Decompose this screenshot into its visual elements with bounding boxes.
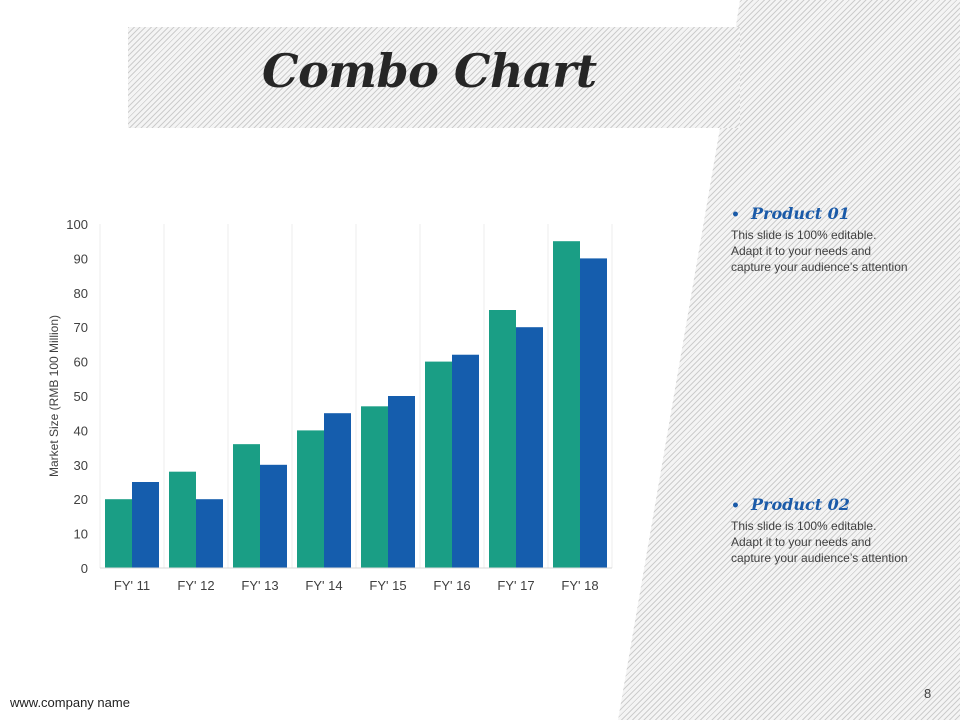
- legend-heading-product-02: • Product 02: [731, 495, 951, 514]
- legend-desc-line: Adapt it to your needs and: [731, 244, 872, 258]
- y-tick-label: 30: [74, 458, 88, 473]
- legend-product-01-description: This slide is 100% editable. Adapt it to…: [731, 227, 951, 275]
- y-tick-label: 80: [74, 286, 88, 301]
- bar-series-1: [105, 499, 132, 568]
- x-tick-label: FY' 12: [177, 578, 214, 593]
- y-axis-title: Market Size (RMB 100 Million): [47, 315, 61, 477]
- y-tick-label: 90: [74, 251, 88, 266]
- legend-product-02-name: Product 02: [751, 495, 850, 514]
- bar-series-2: [260, 464, 287, 568]
- bar-series-2: [196, 499, 223, 568]
- bar-series-2: [516, 327, 543, 568]
- y-tick-label: 60: [74, 355, 88, 370]
- legend-desc-line: Adapt it to your needs and: [731, 535, 872, 549]
- legend-desc-line: capture your audience’s attention: [731, 551, 908, 565]
- legend-product-01: • Product 01 This slide is 100% editable.…: [731, 204, 951, 275]
- legend-product-02-description: This slide is 100% editable. Adapt it to…: [731, 518, 951, 566]
- bar-series-1: [361, 406, 388, 568]
- legend-desc-line: This slide is 100% editable.: [731, 228, 877, 242]
- bar-series-1: [233, 444, 260, 568]
- y-tick-label: 0: [81, 561, 88, 576]
- page-number: 8: [924, 686, 932, 701]
- x-tick-label: FY' 11: [114, 578, 150, 593]
- y-tick-label: 50: [74, 389, 88, 404]
- x-tick-label: FY' 15: [369, 578, 406, 593]
- y-tick-label: 10: [74, 527, 88, 542]
- legend-heading-product-01: • Product 01: [731, 204, 951, 223]
- bar-series-1: [297, 430, 324, 568]
- footer-url: www.company name: [10, 695, 130, 710]
- x-tick-label: FY' 17: [497, 578, 534, 593]
- x-tick-label: FY' 14: [305, 578, 342, 593]
- y-tick-label: 40: [74, 423, 88, 438]
- bullet-icon: •: [731, 207, 740, 223]
- legend-desc-line: This slide is 100% editable.: [731, 519, 877, 533]
- bar-series-2: [580, 258, 607, 568]
- x-tick-label: FY' 13: [241, 578, 278, 593]
- bar-series-2: [452, 354, 479, 568]
- bar-series-2: [132, 482, 159, 568]
- bar-series-1: [553, 241, 580, 568]
- bullet-icon: •: [731, 498, 740, 514]
- legend-product-01-name: Product 01: [751, 204, 850, 223]
- page-title: Combo Chart: [262, 44, 597, 98]
- bar-series-2: [388, 396, 415, 568]
- bar-series-1: [425, 361, 452, 568]
- legend-product-02: • Product 02 This slide is 100% editable.…: [731, 495, 951, 566]
- x-tick-label: FY' 18: [561, 578, 598, 593]
- y-tick-label: 70: [74, 320, 88, 335]
- x-tick-label: FY' 16: [433, 578, 470, 593]
- legend-desc-line: capture your audience’s attention: [731, 260, 908, 274]
- y-tick-label: 20: [74, 492, 88, 507]
- y-tick-label: 100: [66, 217, 88, 232]
- bar-series-2: [324, 413, 351, 568]
- title-band: [128, 27, 740, 128]
- bar-series-1: [489, 310, 516, 568]
- bar-series-1: [169, 471, 196, 568]
